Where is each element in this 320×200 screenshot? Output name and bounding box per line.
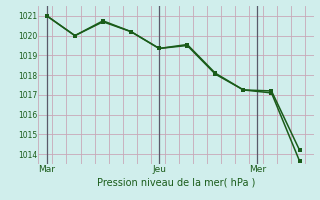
- X-axis label: Pression niveau de la mer( hPa ): Pression niveau de la mer( hPa ): [97, 177, 255, 187]
